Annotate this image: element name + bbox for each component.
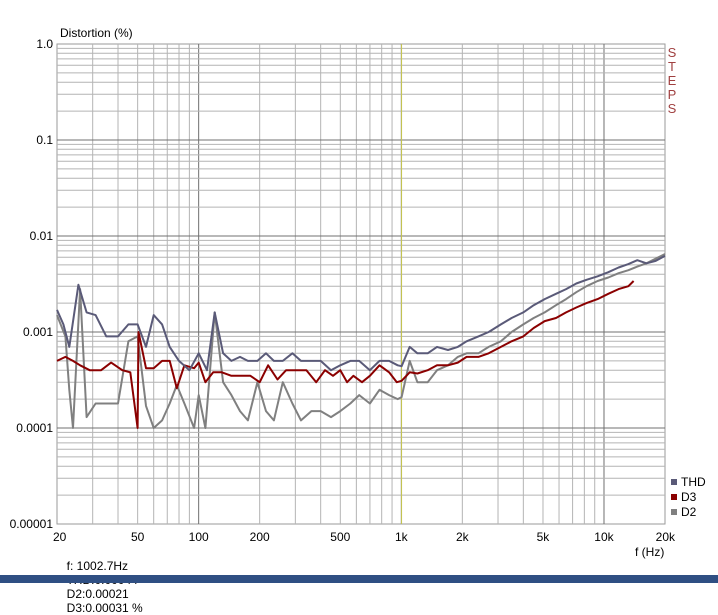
legend-label-thd: THD [681,475,706,489]
y-tick-label: 0.1 [36,133,53,147]
x-tick-label: 100 [189,530,209,544]
cursor-frequency: f: 1002.7Hz [66,559,129,573]
series-line-d2 [56,253,666,429]
legend-swatch-d2 [671,509,677,515]
legend-label-d3: D3 [681,490,697,504]
steps-letter: P [668,87,677,102]
plot-frame [56,43,666,525]
steps-letter: E [668,73,677,88]
y-tick-label: 1.0 [36,37,53,51]
y-tick-label: 0.01 [30,229,54,243]
d3-readout: D3:0.00031 % [66,601,143,615]
y-axis-label: Distortion (%) [60,26,133,40]
steps-letter: S [668,101,677,116]
axis-ticks: 20 50 100 200 500 1k 2k 5k 10k 20k 1.0 0.1 0.01 0.001… [10,37,676,544]
steps-letter: T [668,59,676,74]
y-tick-label: 0.001 [23,325,53,339]
x-axis-label: f (Hz) [635,545,664,559]
x-tick-label: 1k [395,530,409,544]
x-tick-label: 50 [131,530,145,544]
grid [56,43,666,525]
x-tick-label: 10k [594,530,614,544]
x-tick-label: 20 [53,530,67,544]
distortion-chart: 20 50 100 200 500 1k 2k 5k 10k 20k 1.0 0.1 0.01 0.001… [10,26,706,559]
x-tick-label: 2k [456,530,470,544]
window-bottom-bar [0,575,718,583]
y-tick-label: 0.0001 [16,421,53,435]
series-line-d3 [56,280,635,429]
legend-label-d2: D2 [681,505,697,519]
x-tick-label: 500 [330,530,350,544]
x-tick-label: 20k [656,530,676,544]
x-tick-label: 200 [250,530,270,544]
legend-swatch-d3 [671,494,677,500]
y-tick-label: 0.00001 [10,517,54,531]
legend-swatch-thd [671,479,677,485]
data-series [56,253,666,429]
x-tick-label: 5k [537,530,551,544]
steps-letter: S [668,45,677,60]
series-line-thd [56,255,666,372]
d2-readout: D2:0.00021 [66,587,129,601]
